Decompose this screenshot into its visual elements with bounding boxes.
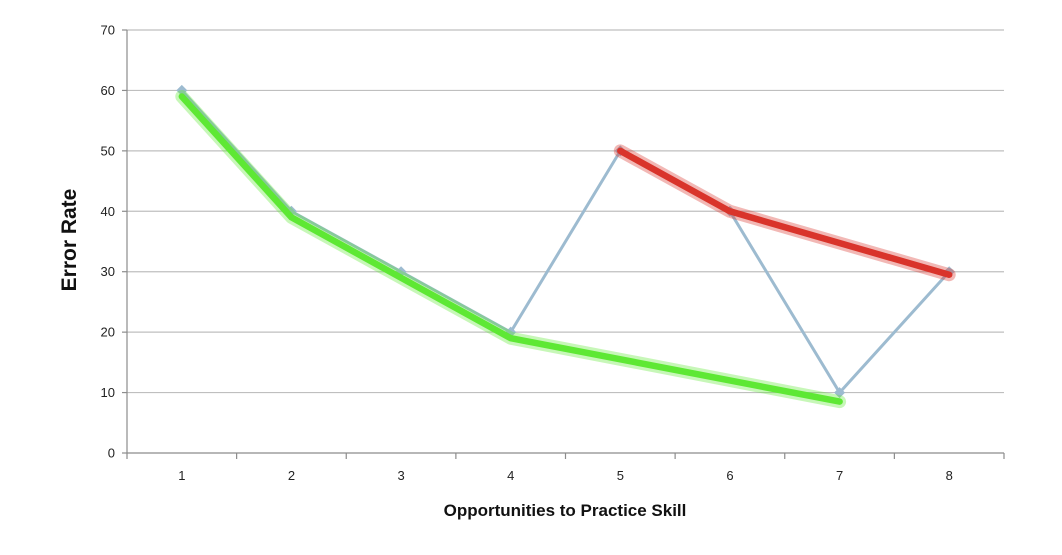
y-tick-label: 60 [101,83,115,98]
series-0-point [176,84,188,96]
x-tick-label: 8 [946,468,953,483]
x-tick-label: 7 [836,468,843,483]
x-tick-label: 6 [726,468,733,483]
y-tick-label: 30 [101,264,115,279]
x-tick-label: 2 [288,468,295,483]
x-tick-label: 5 [617,468,624,483]
x-tick-label: 1 [178,468,185,483]
x-tick-label: 4 [507,468,514,483]
series-2-line [617,147,953,278]
series-1-line [178,93,843,405]
series-0-point [834,387,846,399]
series-2-glow [613,144,956,282]
y-tick-label: 70 [101,23,115,38]
x-tick-label: 3 [397,468,404,483]
y-tick-label: 0 [108,446,115,461]
y-tick-label: 10 [101,385,115,400]
y-axis-title: Error Rate [58,189,81,292]
y-tick-label: 50 [101,143,115,158]
series-0-line [180,89,951,395]
y-tick-label: 20 [101,325,115,340]
y-tick-label: 40 [101,204,115,219]
series-1-glow [175,90,847,409]
x-axis-title: Opportunities to Practice Skill [444,501,687,520]
